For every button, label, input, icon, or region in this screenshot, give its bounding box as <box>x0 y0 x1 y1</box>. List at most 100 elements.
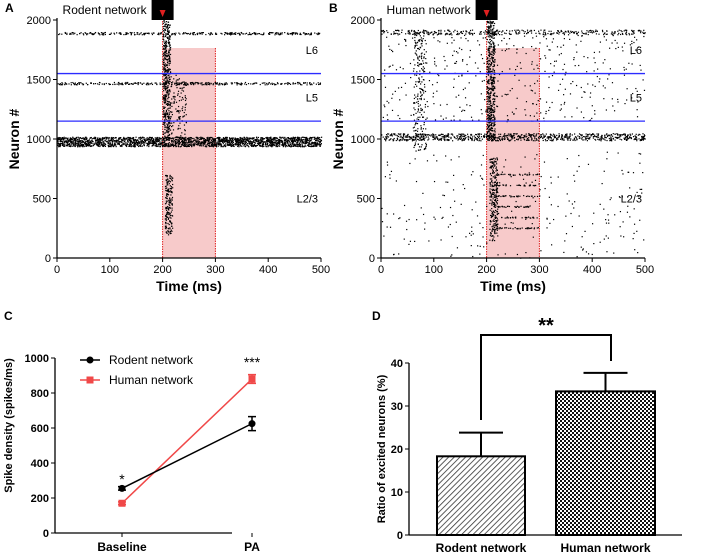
spike-dot <box>170 229 172 231</box>
spike-dot <box>487 135 489 137</box>
spike-dot <box>114 143 116 145</box>
spike-dot <box>424 30 426 32</box>
spike-dot <box>166 86 168 88</box>
spike-dot <box>260 141 263 143</box>
spike-dot <box>166 176 168 178</box>
spike-dot <box>188 141 190 143</box>
spike-dot <box>301 144 304 146</box>
spike-dot <box>103 142 105 145</box>
spike-dot <box>442 136 445 138</box>
spike-dot <box>291 139 293 142</box>
spike-dot <box>208 144 210 147</box>
spike-dot <box>600 138 603 140</box>
spike-dot <box>199 145 201 147</box>
spike-dot <box>67 137 69 139</box>
spike-dot <box>237 141 239 143</box>
spike-dot <box>240 137 242 139</box>
spike-dot <box>246 137 249 139</box>
spike-dot <box>504 137 506 139</box>
spike-dot <box>261 82 263 84</box>
spike-dot <box>237 143 239 145</box>
spike-dot <box>123 144 125 146</box>
spike-dot <box>167 208 169 210</box>
spike-dot <box>384 106 386 108</box>
spike-dot <box>79 141 81 143</box>
spike-dot <box>496 30 498 33</box>
spike-dot <box>397 87 400 89</box>
spike-dot <box>444 136 446 138</box>
spike-dot <box>587 133 589 136</box>
spike-dot <box>166 36 168 39</box>
spike-dot <box>296 142 298 144</box>
spike-dot <box>630 137 632 139</box>
spike-dot <box>435 134 437 136</box>
spike-dot <box>148 84 150 86</box>
spike-dot <box>567 137 569 139</box>
spike-dot <box>133 144 135 146</box>
spike-dot <box>295 138 298 141</box>
spike-dot <box>417 32 419 35</box>
spike-dot <box>428 134 431 136</box>
spike-dot <box>406 136 408 138</box>
spike-dot <box>165 143 167 145</box>
spike-dot <box>110 138 112 140</box>
spike-dot <box>264 142 267 144</box>
spike-dot <box>599 78 601 80</box>
spike-dot <box>291 138 294 140</box>
spike-dot <box>98 142 100 144</box>
spike-dot <box>530 32 533 34</box>
x-tick-label: 500 <box>312 264 330 276</box>
spike-dot <box>448 136 450 138</box>
spike-dot <box>75 136 78 139</box>
spike-dot <box>273 143 275 145</box>
spike-dot <box>162 113 164 115</box>
spike-dot <box>491 140 493 142</box>
spike-dot <box>398 139 400 142</box>
spike-dot <box>161 144 163 146</box>
spike-dot <box>132 145 134 147</box>
spike-dot <box>180 92 182 94</box>
spike-dot <box>285 82 287 85</box>
spike-dot <box>287 32 289 34</box>
spike-dot <box>540 135 543 138</box>
spike-dot <box>175 32 177 34</box>
spike-dot <box>168 143 170 146</box>
spike-dot <box>218 136 220 138</box>
spike-dot <box>266 137 268 140</box>
spike-dot <box>189 82 192 84</box>
spike-dot <box>565 136 567 138</box>
spike-dot <box>262 146 264 148</box>
spike-dot <box>165 137 168 139</box>
spike-dot <box>483 79 485 82</box>
spike-dot <box>245 140 247 142</box>
spike-dot <box>446 139 448 141</box>
spike-dot <box>118 142 121 144</box>
spike-dot <box>391 133 393 135</box>
spike-dot <box>100 139 102 142</box>
spike-dot <box>168 70 170 72</box>
spike-dot <box>185 137 187 139</box>
spike-dot <box>607 135 609 137</box>
spike-dot <box>444 30 446 32</box>
spike-dot <box>611 98 613 100</box>
spike-dot <box>79 142 82 144</box>
spike-dot <box>205 82 207 84</box>
spike-dot <box>623 69 626 71</box>
spike-dot <box>205 33 207 36</box>
spike-dot <box>405 136 407 138</box>
spike-dot <box>401 139 403 141</box>
spike-dot <box>120 83 122 85</box>
spike-dot <box>228 144 230 146</box>
spike-dot <box>231 31 233 34</box>
spike-dot <box>183 145 185 147</box>
spike-dot <box>285 144 287 146</box>
spike-dot <box>110 32 112 34</box>
spike-dot <box>79 145 81 148</box>
spike-dot <box>184 130 186 132</box>
spike-dot <box>533 115 535 117</box>
spike-dot <box>467 40 469 42</box>
spike-dot <box>508 48 510 50</box>
spike-dot <box>533 135 535 138</box>
spike-dot <box>215 140 217 142</box>
spike-dot <box>225 32 227 34</box>
